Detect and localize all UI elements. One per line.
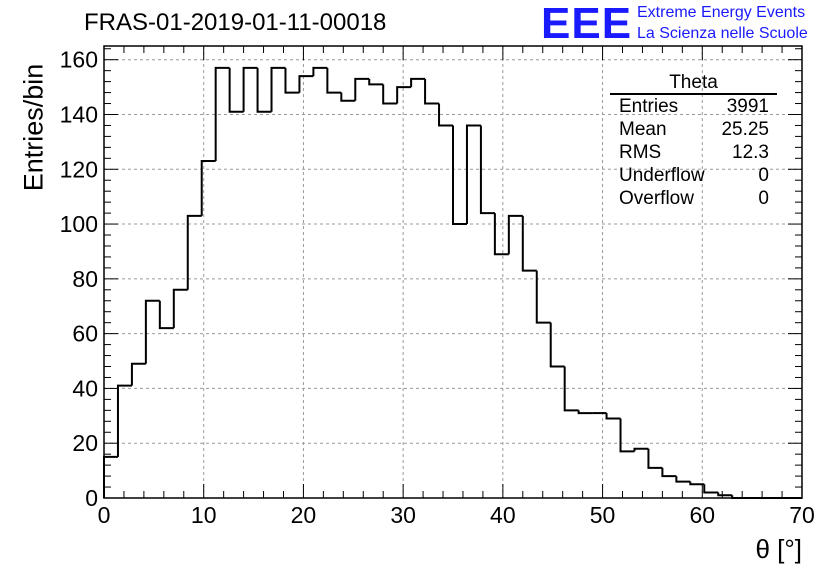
y-tick-label: 60 bbox=[72, 321, 98, 347]
histogram-bin bbox=[675, 476, 691, 483]
stat-row-rms: RMS 12.3 bbox=[610, 141, 777, 164]
histogram-bin bbox=[717, 492, 733, 497]
y-tick-label: 40 bbox=[72, 375, 98, 401]
stat-label: Overflow bbox=[619, 188, 694, 209]
stat-label: Entries bbox=[619, 96, 679, 117]
histogram-bin bbox=[144, 299, 160, 364]
histogram-bin bbox=[368, 78, 384, 86]
histogram-bin bbox=[214, 66, 230, 162]
logo-line-1: Extreme Energy Events bbox=[637, 4, 806, 21]
histogram-bin bbox=[312, 66, 328, 77]
histogram-bin bbox=[619, 418, 635, 453]
y-tick-label: 140 bbox=[60, 101, 98, 127]
stat-value: 0 bbox=[758, 165, 769, 186]
y-tick-label: 0 bbox=[85, 485, 98, 511]
histogram-bin bbox=[228, 67, 244, 113]
histogram-bin bbox=[703, 484, 719, 494]
logo-line-2: La Scienza nelle Scuole bbox=[637, 25, 808, 42]
eee-logo-icon: EEE bbox=[541, 0, 633, 48]
x-tick-label: 60 bbox=[689, 502, 715, 528]
histogram-bin bbox=[284, 67, 300, 94]
histogram-bin bbox=[242, 66, 258, 112]
histogram-bin bbox=[689, 481, 705, 486]
histogram-bin bbox=[116, 384, 132, 457]
plot-frame bbox=[103, 45, 803, 499]
histogram-bin bbox=[661, 467, 677, 478]
histogram-bin bbox=[549, 322, 565, 368]
stat-value: 3991 bbox=[726, 96, 769, 117]
y-tick-label: 80 bbox=[72, 266, 98, 292]
stat-row-underflow: Underflow 0 bbox=[610, 164, 777, 187]
x-tick-label: 20 bbox=[291, 502, 317, 528]
histogram-bin bbox=[647, 448, 663, 469]
stat-row-overflow: Overflow 0 bbox=[610, 187, 777, 210]
stat-label: Underflow bbox=[619, 165, 705, 186]
stat-value: 0 bbox=[758, 188, 769, 209]
histogram-bin bbox=[410, 77, 426, 88]
histogram-bin bbox=[200, 160, 216, 216]
histogram-bin bbox=[535, 270, 551, 324]
x-tick-label: 50 bbox=[590, 502, 616, 528]
histogram-bin bbox=[298, 75, 314, 93]
stat-value: 12.3 bbox=[732, 142, 769, 163]
x-tick-label: 10 bbox=[191, 502, 217, 528]
histogram-bin bbox=[438, 103, 453, 127]
histogram-bin bbox=[633, 447, 649, 452]
chart-title: FRAS-01-2019-01-11-00018 bbox=[84, 9, 387, 36]
histogram-bin bbox=[103, 455, 118, 498]
x-tick-label: 30 bbox=[390, 502, 416, 528]
histogram-bin bbox=[340, 92, 356, 102]
histogram-bin bbox=[270, 66, 286, 112]
histogram-bin bbox=[452, 125, 467, 226]
histogram-bin bbox=[256, 67, 272, 113]
histogram-bin bbox=[382, 84, 398, 105]
histogram-bin bbox=[507, 214, 523, 255]
histogram-bin bbox=[577, 410, 593, 415]
x-axis-label: θ [°] bbox=[755, 534, 802, 564]
stat-row-entries: Entries 3991 bbox=[610, 95, 777, 118]
y-tick-label: 20 bbox=[72, 430, 98, 456]
histogram-bin bbox=[521, 215, 537, 272]
stat-label: Mean bbox=[619, 119, 667, 140]
y-tick-label: 160 bbox=[60, 47, 98, 73]
y-tick-label: 100 bbox=[60, 211, 98, 237]
stat-value: 25.25 bbox=[721, 119, 769, 140]
histogram-bin bbox=[424, 78, 440, 105]
histogram-bin bbox=[172, 288, 188, 329]
x-tick-label: 40 bbox=[490, 502, 516, 528]
histogram-bin bbox=[326, 67, 342, 94]
histogram-bin bbox=[130, 362, 146, 386]
histogram-bin bbox=[493, 213, 509, 256]
histogram-bin bbox=[465, 124, 481, 225]
stats-title: Theta bbox=[610, 73, 777, 95]
x-tick-label: 0 bbox=[98, 502, 111, 528]
histogram-bin bbox=[158, 300, 174, 330]
histogram-bin bbox=[563, 366, 579, 412]
histogram-bin bbox=[605, 413, 621, 420]
histogram-bin bbox=[731, 495, 747, 499]
y-tick-label: 120 bbox=[60, 156, 98, 182]
histogram-bin bbox=[396, 86, 412, 104]
stat-label: RMS bbox=[619, 142, 662, 163]
histogram-bin bbox=[186, 214, 202, 290]
x-tick-label: 70 bbox=[789, 502, 815, 528]
histogram-bin bbox=[479, 125, 495, 215]
stats-box: Theta Entries 3991 Mean 25.25 RMS 12.3 U… bbox=[610, 73, 777, 210]
stat-row-mean: Mean 25.25 bbox=[610, 118, 777, 141]
histogram-bin bbox=[354, 77, 370, 101]
